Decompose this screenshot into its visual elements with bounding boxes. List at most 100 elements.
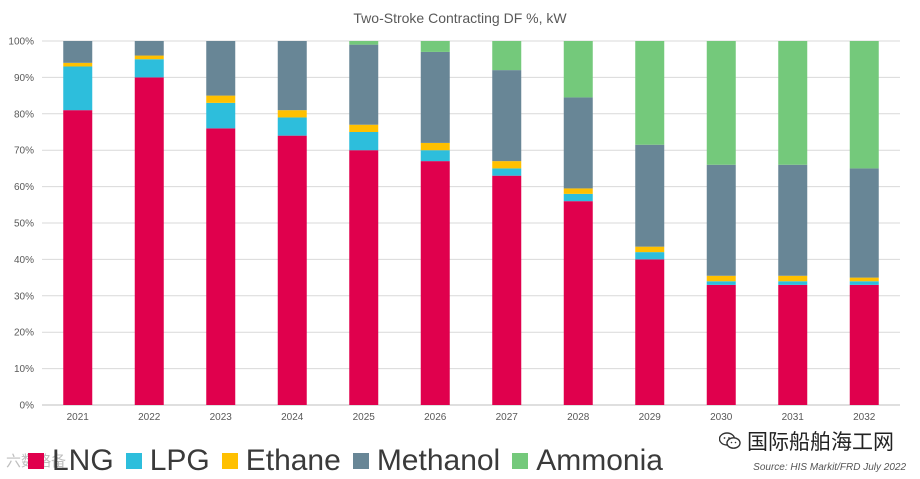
x-tick-label: 2029 [639, 412, 662, 423]
y-tick-label: 100% [8, 37, 34, 48]
x-tick-label: 2031 [782, 412, 805, 423]
bar-ammonia-2027 [492, 41, 522, 71]
bar-ethane-2031 [778, 275, 808, 282]
x-tick-label: 2025 [353, 412, 376, 423]
bar-lpg-2029 [635, 252, 665, 260]
bar-methanol-2023 [206, 41, 236, 96]
legend-swatch [512, 453, 529, 469]
bar-lpg-2021 [63, 66, 93, 111]
bar-methanol-2030 [706, 164, 736, 276]
bar-ammonia-2025 [349, 41, 379, 45]
bar-lpg-2031 [778, 281, 808, 285]
bar-lpg-2025 [349, 132, 379, 151]
bar-methanol-2029 [635, 144, 665, 247]
gridlines [42, 40, 900, 406]
bar-ammonia-2031 [778, 41, 808, 165]
bar-lng-2027 [492, 175, 522, 405]
wechat-icon [719, 432, 741, 449]
x-tick-label: 2022 [138, 412, 161, 423]
bar-lng-2026 [420, 161, 450, 405]
chart-title: Two-Stroke Contracting DF %, kW [353, 10, 567, 26]
y-tick-label: 30% [14, 291, 34, 302]
bar-lng-2029 [635, 259, 665, 405]
x-tick-label: 2032 [853, 412, 876, 423]
x-tick-label: 2027 [496, 412, 519, 423]
bar-ammonia-2028 [563, 41, 593, 98]
legend-item-methanol: Methanol [352, 444, 501, 478]
legend-item-ethane: Ethane [221, 444, 341, 478]
y-tick-label: 80% [14, 109, 34, 120]
bar-ethane-2029 [635, 246, 665, 253]
bar-ethane-2026 [420, 142, 450, 151]
legend-label: Ethane [245, 444, 341, 477]
bar-lng-2031 [778, 284, 808, 405]
bar-ethane-2021 [63, 62, 93, 67]
bar-lpg-2028 [563, 193, 593, 202]
legend-item-lng: LNG [28, 444, 114, 478]
y-tick-label: 90% [14, 73, 34, 84]
legend-item-ammonia: Ammonia [512, 444, 663, 478]
legend: LNG LPG Ethane Methanol Ammonia [28, 444, 675, 478]
legend-swatch [125, 453, 142, 469]
bar-ethane-2025 [349, 124, 379, 132]
bar-lng-2022 [134, 77, 164, 406]
y-tick-label: 0% [20, 401, 35, 412]
x-tick-label: 2026 [424, 412, 447, 423]
watermark-right-text: 国际船舶海工网 [747, 430, 894, 454]
bar-lpg-2026 [420, 150, 450, 162]
legend-label: Ammonia [536, 444, 663, 477]
bar-lpg-2024 [277, 117, 307, 136]
watermark-right: 国际船舶海工网 [719, 426, 894, 456]
bar-ammonia-2026 [420, 41, 450, 52]
bar-lpg-2022 [134, 59, 164, 78]
x-tick-label: 2024 [281, 412, 304, 423]
bar-lng-2028 [563, 201, 593, 405]
bar-ethane-2022 [134, 55, 164, 60]
legend-label: Methanol [376, 444, 501, 477]
bar-methanol-2031 [778, 164, 808, 276]
bar-ethane-2028 [563, 188, 593, 194]
x-tick-label: 2021 [67, 412, 90, 423]
bar-ethane-2030 [706, 275, 736, 282]
bar-lng-2024 [277, 135, 307, 405]
legend-item-lpg: LPG [125, 444, 210, 478]
bar-methanol-2025 [349, 44, 379, 125]
bar-ammonia-2032 [849, 41, 879, 169]
y-tick-label: 10% [14, 364, 34, 375]
bar-methanol-2026 [420, 51, 450, 143]
bar-methanol-2027 [492, 70, 522, 162]
bar-lng-2025 [349, 150, 379, 405]
bar-lng-2030 [706, 284, 736, 405]
y-tick-label: 60% [14, 182, 34, 193]
bar-methanol-2021 [63, 41, 93, 63]
bar-lpg-2030 [706, 281, 736, 285]
x-tick-label: 2030 [710, 412, 733, 423]
bar-ethane-2024 [277, 110, 307, 118]
bar-ammonia-2030 [706, 41, 736, 165]
legend-swatch [352, 453, 369, 469]
x-axis: 2021 2022 2023 2024 2025 2026 2027 2028 2029 2030… [67, 412, 876, 423]
y-tick-label: 70% [14, 146, 34, 157]
bar-methanol-2024 [277, 41, 307, 111]
bar-lpg-2027 [492, 168, 522, 176]
bars [63, 41, 879, 406]
bar-lng-2023 [206, 128, 236, 406]
bar-methanol-2022 [134, 41, 164, 56]
bar-lng-2032 [849, 284, 879, 405]
legend-swatch [221, 453, 238, 469]
bar-ethane-2032 [849, 277, 879, 282]
bar-lpg-2023 [206, 102, 236, 129]
x-tick-label: 2028 [567, 412, 590, 423]
bar-ethane-2027 [492, 161, 522, 169]
y-tick-label: 20% [14, 328, 34, 339]
x-tick-label: 2023 [210, 412, 233, 423]
bar-lng-2021 [63, 110, 93, 405]
bar-methanol-2032 [849, 168, 879, 278]
y-tick-label: 40% [14, 255, 34, 266]
bar-methanol-2028 [563, 97, 593, 189]
bar-ammonia-2029 [635, 41, 665, 145]
source-note: Source: HIS Markit/FRD July 2022 [753, 462, 906, 473]
bar-lpg-2032 [849, 281, 879, 285]
y-tick-label: 50% [14, 219, 34, 230]
